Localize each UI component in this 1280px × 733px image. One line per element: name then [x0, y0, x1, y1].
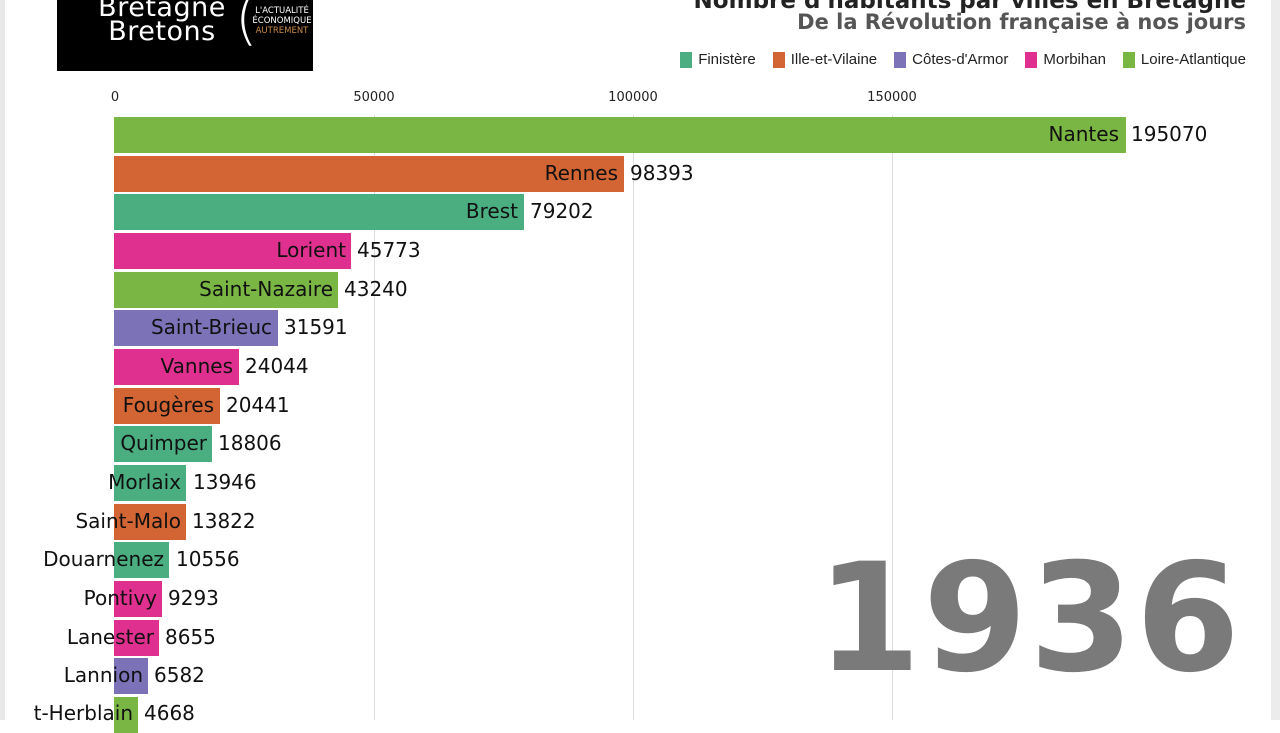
bar-saint-nazaire [114, 272, 338, 308]
bar-label: Lannion [63, 663, 143, 687]
legend-item-loire-atlantique: Loire-Atlantique [1122, 51, 1246, 68]
bar-label: t-Herblain [33, 701, 133, 725]
x-tick-150000: 150000 [867, 90, 917, 105]
legend-item-cotes-darmor: Côtes-d'Armor [894, 51, 1008, 68]
x-tick-0: 0 [110, 90, 120, 105]
bar-label: Quimper [120, 431, 207, 455]
bar-label: Fougères [122, 393, 214, 417]
bar-value: 10556 [176, 547, 240, 571]
bar-value: 18806 [218, 431, 282, 455]
chart-title: Nombre d'habitants par villes en Bretagn… [693, 0, 1246, 14]
bar-label: Pontivy [83, 586, 157, 610]
bar-value: 8655 [165, 625, 216, 649]
bar-morlaix [114, 465, 186, 501]
legend-label: Loire-Atlantique [1140, 51, 1246, 68]
bar-value: 45773 [357, 238, 421, 262]
bar-value: 79202 [530, 199, 594, 223]
legend-label: Morbihan [1043, 51, 1106, 68]
bar-value: 6582 [154, 663, 205, 687]
bar-nantes [114, 117, 1126, 153]
legend-swatch-icon [680, 51, 693, 68]
legend-swatch-icon [1122, 51, 1135, 68]
gridline [374, 115, 375, 720]
bar-value: 13946 [193, 470, 257, 494]
bar-lannion [114, 658, 148, 694]
x-tick-50000: 50000 [353, 90, 395, 105]
bar-saint-brieuc [114, 310, 278, 346]
bar-brest [114, 194, 524, 230]
bar-quimper [114, 426, 212, 462]
bar-label: Nantes [1048, 122, 1119, 146]
legend-label: Ille-et-Vilaine [790, 51, 878, 68]
legend: Finistère Ille-et-Vilaine Côtes-d'Armor … [680, 51, 1246, 68]
chart-subtitle: De la Révolution française à nos jours [797, 10, 1246, 34]
bar-value: 31591 [284, 315, 348, 339]
bar-label: Morlaix [108, 470, 181, 494]
bar-value: 24044 [245, 354, 309, 378]
year-indicator: 1936 [816, 532, 1242, 706]
bar-label: Lanester [66, 625, 154, 649]
bar-label: Vannes [160, 354, 233, 378]
logo-tag-1: L'ACTUALITÉ [255, 6, 309, 16]
bar-value: 20441 [226, 393, 290, 417]
bar-value: 4668 [144, 701, 195, 725]
bar-label: Douarnenez [43, 547, 164, 571]
logo-line-2: Bretons [108, 16, 216, 47]
legend-label: Finistère [698, 51, 756, 68]
legend-label: Côtes-d'Armor [912, 51, 1009, 68]
bar-label: Brest [465, 199, 518, 223]
bar-vannes [114, 349, 239, 385]
logo-tag-2: ÉCONOMIQUE [252, 16, 312, 26]
bar-label: Saint-Nazaire [199, 277, 333, 301]
bar-lanester [114, 620, 159, 656]
legend-swatch-icon [1025, 51, 1038, 68]
legend-item-morbihan: Morbihan [1025, 51, 1106, 68]
x-tick-100000: 100000 [608, 90, 658, 105]
bar-value: 195070 [1131, 122, 1208, 146]
bar-douarnenez [114, 542, 169, 578]
bar-label: Saint-Brieuc [150, 315, 272, 339]
logo-paren-icon: ( [235, 0, 258, 52]
logo-tagline: L'ACTUALITÉ ÉCONOMIQUE AUTREMENT [251, 6, 313, 36]
brand-logo: Bretagne Bretons ( L'ACTUALITÉ ÉCONOMIQU… [57, 0, 313, 71]
legend-item-ille-et-vilaine: Ille-et-Vilaine [772, 51, 878, 68]
left-border [0, 0, 5, 720]
gridline [892, 115, 893, 720]
bar-value: 43240 [344, 277, 408, 301]
bar-pontivy [114, 581, 162, 617]
logo-tag-3: AUTREMENT [255, 26, 309, 36]
bar-value: 9293 [168, 586, 219, 610]
bar-label: Lorient [276, 238, 346, 262]
bar-lorient [114, 233, 351, 269]
bar-value: 98393 [630, 161, 694, 185]
bar-saint-malo [114, 504, 186, 540]
right-scrollbar-track[interactable] [1271, 0, 1280, 720]
legend-swatch-icon [772, 51, 785, 68]
bar-rennes [114, 156, 624, 192]
bar-label: Rennes [544, 161, 618, 185]
bar-label: Saint-Malo [75, 509, 181, 533]
gridline [633, 115, 634, 720]
logo-wordmark: Bretagne Bretons [92, 0, 232, 47]
bar-fougeres [114, 388, 220, 424]
legend-swatch-icon [894, 51, 907, 68]
bar-value: 13822 [192, 509, 256, 533]
legend-item-finistere: Finistère [680, 51, 756, 68]
logo-line-1: Bretagne [98, 0, 226, 23]
